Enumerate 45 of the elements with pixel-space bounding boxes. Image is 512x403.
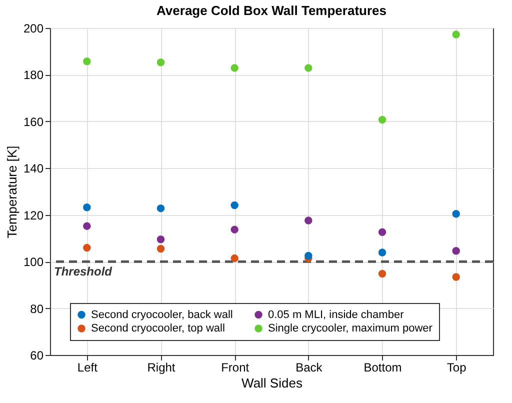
point: [378, 116, 386, 124]
point: [156, 236, 165, 244]
x-axis-title: Wall Sides: [242, 376, 303, 390]
y-axis-title: Temperature [K]: [4, 146, 20, 238]
point: [304, 64, 312, 72]
point: [452, 273, 460, 281]
x-tick-label: Front: [221, 360, 250, 374]
x-tick-label: Left: [77, 360, 98, 374]
chart-title: Average Cold Box Wall Temperatures: [156, 3, 386, 18]
point: [156, 58, 165, 66]
point: [230, 226, 238, 234]
point: [452, 210, 460, 218]
y-tick-label: 140: [23, 162, 44, 176]
point: [83, 244, 91, 252]
point: [83, 204, 91, 212]
legend-label: Second cryocooler, top wall: [91, 322, 225, 334]
y-tick-label: 80: [30, 302, 44, 316]
point: [156, 204, 165, 212]
point: [378, 270, 386, 278]
point: [452, 246, 460, 255]
x-tick-label: Top: [446, 360, 467, 374]
point: [83, 58, 91, 66]
y-tick-label: 160: [23, 114, 44, 129]
point: [304, 216, 312, 224]
y-tick-label: 120: [23, 208, 44, 222]
legend-label: 0.05 m MLI, inside chamber: [268, 308, 404, 321]
legend-label: Single crycooler, maximum power: [268, 322, 433, 334]
legend-label: Second cryocooler, back wall: [91, 308, 233, 321]
ref-line-label: Threshold: [54, 264, 113, 279]
point: [156, 244, 165, 253]
point: [378, 248, 386, 256]
point: [83, 222, 91, 230]
point: [452, 30, 460, 38]
y-tick-label: 60: [30, 348, 44, 362]
y-tick-label: 100: [23, 255, 44, 270]
x-tick-label: Right: [147, 360, 176, 374]
point: [378, 228, 386, 236]
y-tick-label: 200: [23, 22, 44, 36]
point: [230, 64, 238, 72]
y-tick-label: 180: [23, 68, 44, 82]
point: [230, 254, 238, 262]
point: [230, 201, 238, 210]
x-tick-label: Bottom: [364, 360, 402, 374]
x-tick-label: Back: [296, 360, 324, 374]
point: [304, 252, 312, 260]
